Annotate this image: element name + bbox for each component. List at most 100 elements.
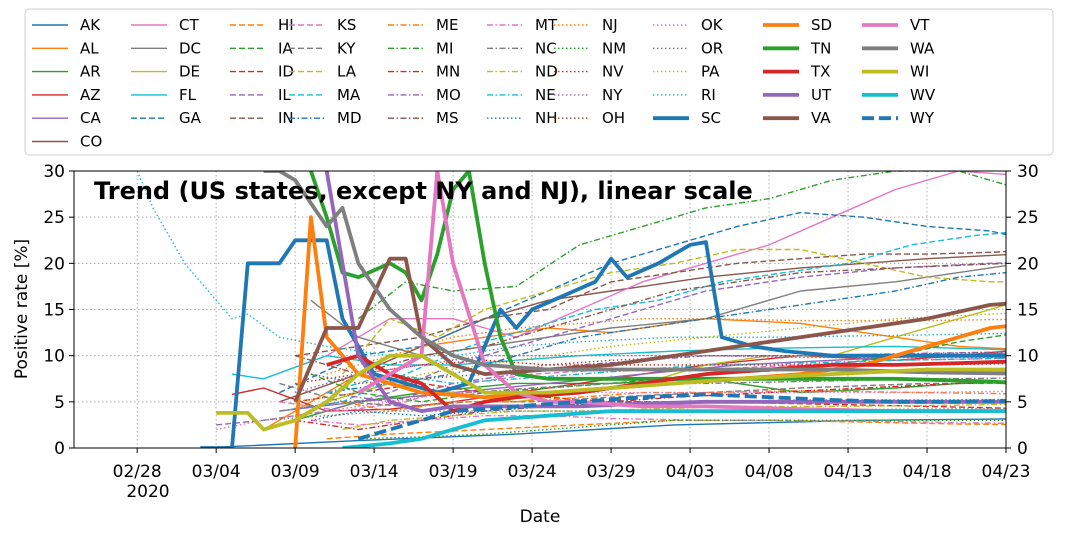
series-line-ks — [279, 357, 1006, 412]
series-line-ne — [326, 357, 1006, 394]
series-line-ak — [200, 418, 1006, 448]
legend-label-oh: OH — [602, 109, 625, 127]
y-tick-label-right: 5 — [1017, 393, 1028, 413]
y-tick-label: 10 — [43, 347, 65, 367]
legend-label-nm: NM — [602, 39, 626, 57]
y-axis-right: 0 5 10 15 20 25 30 — [1006, 162, 1039, 459]
series-line-nd — [342, 403, 1006, 431]
legend-label-mi: MI — [436, 39, 453, 57]
legend-label-ga: GA — [179, 109, 202, 127]
x-tick-label: 03/14 — [350, 462, 399, 482]
legend-label-nh: NH — [535, 109, 558, 127]
legend-label-sd: SD — [811, 16, 832, 34]
legend-label-az: AZ — [80, 86, 101, 104]
series-line-id — [295, 382, 1006, 409]
legend-label-md: MD — [337, 109, 362, 127]
legend-label-ok: OK — [701, 16, 724, 34]
y-tick-label-right: 10 — [1017, 347, 1039, 367]
legend-label-id: ID — [278, 63, 294, 81]
x-tick-label: 02/28 — [113, 462, 162, 482]
legend-label-de: DE — [179, 63, 200, 81]
chart-title: Trend (US states, except NY and NJ), lin… — [94, 177, 753, 205]
x-tick-label: 04/23 — [982, 462, 1031, 482]
legend-label-wy: WY — [910, 109, 935, 127]
y-tick-label-right: 15 — [1017, 301, 1039, 321]
series-line-ky — [279, 382, 1006, 408]
series-line-sd — [293, 215, 1006, 448]
y-tick-label: 25 — [43, 208, 65, 228]
legend-label-sc: SC — [701, 109, 721, 127]
legend-label-mo: MO — [436, 86, 461, 104]
legend-label-ak: AK — [80, 16, 101, 34]
legend-label-me: ME — [436, 16, 458, 34]
x-tick-label: 03/29 — [587, 462, 636, 482]
series-line-ms — [295, 262, 1006, 375]
y-tick-label: 20 — [43, 254, 65, 274]
legend-label-ma: MA — [337, 86, 361, 104]
legend-label-mn: MN — [436, 63, 460, 81]
legend-label-nv: NV — [602, 63, 624, 81]
legend-label-in: IN — [278, 109, 294, 127]
legend-label-fl: FL — [179, 86, 197, 104]
legend-label-dc: DC — [179, 39, 201, 57]
x-tick-label: 04/18 — [903, 462, 952, 482]
legend-label-tx: TX — [810, 63, 830, 81]
legend-label-ca: CA — [80, 109, 101, 127]
x-tick-label: 03/24 — [508, 462, 557, 482]
legend-label-va: VA — [811, 109, 831, 127]
y-tick-label-right: 30 — [1017, 162, 1039, 182]
legend-label-ks: KS — [337, 16, 356, 34]
x-axis-title: Date — [520, 507, 561, 527]
legend-label-ia: IA — [278, 39, 293, 57]
legend-label-ny: NY — [602, 86, 623, 104]
x-year-label: 2020 — [126, 482, 169, 502]
series-line-me — [342, 390, 1006, 412]
series-line-tx — [326, 353, 1006, 414]
y-tick-label: 0 — [54, 439, 65, 459]
y-tick-label-right: 20 — [1017, 254, 1039, 274]
y-axis-left: 0 5 10 15 20 25 30 — [43, 162, 74, 459]
legend-label-wv: WV — [910, 86, 936, 104]
y-tick-label: 15 — [43, 301, 65, 321]
x-tick-label: 04/03 — [666, 462, 715, 482]
x-tick-label: 03/19 — [429, 462, 478, 482]
series-line-ma — [279, 231, 1006, 412]
x-tick-label: 04/13 — [824, 462, 873, 482]
series-line-tn — [309, 171, 1006, 385]
series-line-wv — [342, 409, 1006, 448]
series-line-mt — [310, 415, 1006, 426]
series-line-va — [293, 256, 1006, 403]
y-tick-label-right: 0 — [1017, 439, 1028, 459]
series-line-nc — [279, 377, 1006, 412]
y-axis-title: Positive rate [%] — [12, 239, 32, 379]
series-line-pa — [295, 312, 1006, 403]
series-line-vt — [357, 171, 1006, 414]
legend-label-wi: WI — [910, 63, 929, 81]
series-line-la — [341, 248, 1006, 375]
series-line-mi — [357, 171, 1006, 320]
legend-label-la: LA — [337, 63, 357, 81]
x-tick-label: 03/09 — [271, 462, 320, 482]
series-line-ga — [279, 211, 1006, 394]
x-tick-label: 03/04 — [192, 462, 241, 482]
legend-label-nd: ND — [535, 63, 558, 81]
y-tick-label: 30 — [43, 162, 65, 182]
series-line-ct — [326, 171, 1006, 357]
legend-label-ne: NE — [535, 86, 556, 104]
series-line-wa — [263, 171, 1006, 376]
legend-label-ky: KY — [337, 39, 356, 57]
series-line-mn — [295, 381, 1006, 431]
series-line-hi — [326, 419, 1006, 440]
legend-label-vt: VT — [910, 16, 930, 34]
legend-label-ms: MS — [436, 109, 458, 127]
legend-label-ar: AR — [80, 63, 101, 81]
legend: AK AL AR AZ CA CO CT DC DE FL GA HI IA ID IL IN KS KY LA MA… — [24, 8, 1054, 156]
legend-label-hi: HI — [278, 16, 294, 34]
series-line-wi — [216, 353, 1006, 432]
legend-label-al: AL — [80, 39, 99, 57]
legend-label-nc: NC — [535, 39, 557, 57]
legend-label-pa: PA — [701, 63, 720, 81]
x-axis: 02/28 03/04 03/09 03/14 03/19 03/24 03/29 04/03… — [113, 448, 1031, 482]
legend-label-il: IL — [278, 86, 291, 104]
